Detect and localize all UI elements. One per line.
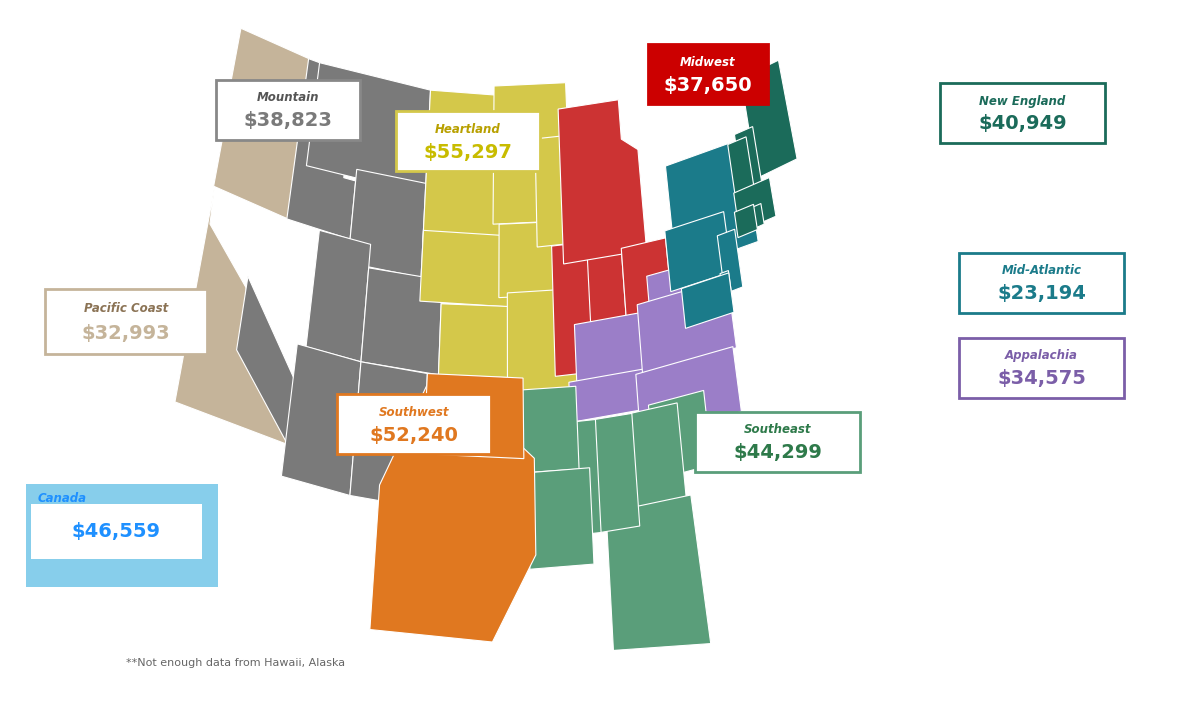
Text: $32,993: $32,993 xyxy=(82,324,170,343)
Polygon shape xyxy=(718,229,743,293)
Text: $40,949: $40,949 xyxy=(978,115,1067,134)
Polygon shape xyxy=(740,60,797,178)
Polygon shape xyxy=(624,403,688,523)
Polygon shape xyxy=(720,271,733,306)
Polygon shape xyxy=(666,139,758,271)
Polygon shape xyxy=(508,288,583,402)
Polygon shape xyxy=(535,132,600,247)
Polygon shape xyxy=(521,386,580,473)
Polygon shape xyxy=(636,346,742,440)
FancyBboxPatch shape xyxy=(959,253,1124,312)
Polygon shape xyxy=(554,419,601,537)
Polygon shape xyxy=(175,189,295,445)
Polygon shape xyxy=(499,221,568,298)
Polygon shape xyxy=(606,495,710,650)
Polygon shape xyxy=(493,83,571,224)
Polygon shape xyxy=(306,230,371,362)
Polygon shape xyxy=(648,390,712,480)
FancyBboxPatch shape xyxy=(695,411,860,472)
Polygon shape xyxy=(420,230,512,307)
Polygon shape xyxy=(727,137,755,197)
Text: Heartland: Heartland xyxy=(436,123,500,136)
Polygon shape xyxy=(214,96,306,221)
FancyBboxPatch shape xyxy=(940,83,1105,143)
Text: **Not enough data from Hawaii, Alaska: **Not enough data from Hawaii, Alaska xyxy=(126,658,346,668)
Polygon shape xyxy=(590,414,640,533)
Polygon shape xyxy=(306,63,431,195)
Text: New England: New England xyxy=(979,95,1066,107)
Polygon shape xyxy=(558,100,647,264)
Text: $52,240: $52,240 xyxy=(370,426,458,445)
FancyBboxPatch shape xyxy=(31,504,202,559)
Polygon shape xyxy=(665,211,732,292)
Text: $23,194: $23,194 xyxy=(997,284,1086,303)
Bar xyxy=(26,484,218,587)
Polygon shape xyxy=(752,204,764,228)
Polygon shape xyxy=(424,373,524,459)
Polygon shape xyxy=(733,177,776,232)
Polygon shape xyxy=(422,163,502,248)
Polygon shape xyxy=(647,262,707,356)
FancyBboxPatch shape xyxy=(648,44,768,104)
Polygon shape xyxy=(350,362,427,508)
Polygon shape xyxy=(569,365,670,423)
Polygon shape xyxy=(361,268,442,375)
Polygon shape xyxy=(427,90,499,168)
Polygon shape xyxy=(529,468,594,569)
Text: $38,823: $38,823 xyxy=(244,111,332,130)
Polygon shape xyxy=(682,273,734,328)
Text: Canada: Canada xyxy=(37,492,86,505)
Text: Midwest: Midwest xyxy=(680,56,736,69)
FancyBboxPatch shape xyxy=(46,289,206,354)
Polygon shape xyxy=(575,310,662,386)
Polygon shape xyxy=(588,253,629,354)
Polygon shape xyxy=(552,241,600,376)
Polygon shape xyxy=(637,279,737,375)
FancyBboxPatch shape xyxy=(216,80,360,140)
Polygon shape xyxy=(734,204,757,238)
Text: Appalachia: Appalachia xyxy=(1006,349,1078,362)
Text: Mountain: Mountain xyxy=(257,91,319,104)
Text: $34,575: $34,575 xyxy=(997,369,1086,388)
Polygon shape xyxy=(236,276,301,445)
FancyBboxPatch shape xyxy=(396,111,540,171)
Polygon shape xyxy=(622,238,673,333)
Text: $46,559: $46,559 xyxy=(72,522,161,541)
Text: Mid-Atlantic: Mid-Atlantic xyxy=(1002,264,1081,277)
Polygon shape xyxy=(734,127,762,194)
Polygon shape xyxy=(228,28,311,128)
Text: Southeast: Southeast xyxy=(744,423,811,436)
FancyBboxPatch shape xyxy=(337,394,491,454)
Polygon shape xyxy=(281,344,361,496)
Text: Southwest: Southwest xyxy=(379,406,449,419)
Polygon shape xyxy=(370,385,536,642)
FancyBboxPatch shape xyxy=(959,338,1124,397)
Polygon shape xyxy=(348,170,426,278)
Polygon shape xyxy=(287,59,355,239)
Text: $55,297: $55,297 xyxy=(424,143,512,162)
Polygon shape xyxy=(438,304,521,378)
Text: Pacific Coast: Pacific Coast xyxy=(84,302,168,315)
Text: $37,650: $37,650 xyxy=(664,76,752,95)
Text: $44,299: $44,299 xyxy=(733,443,822,462)
